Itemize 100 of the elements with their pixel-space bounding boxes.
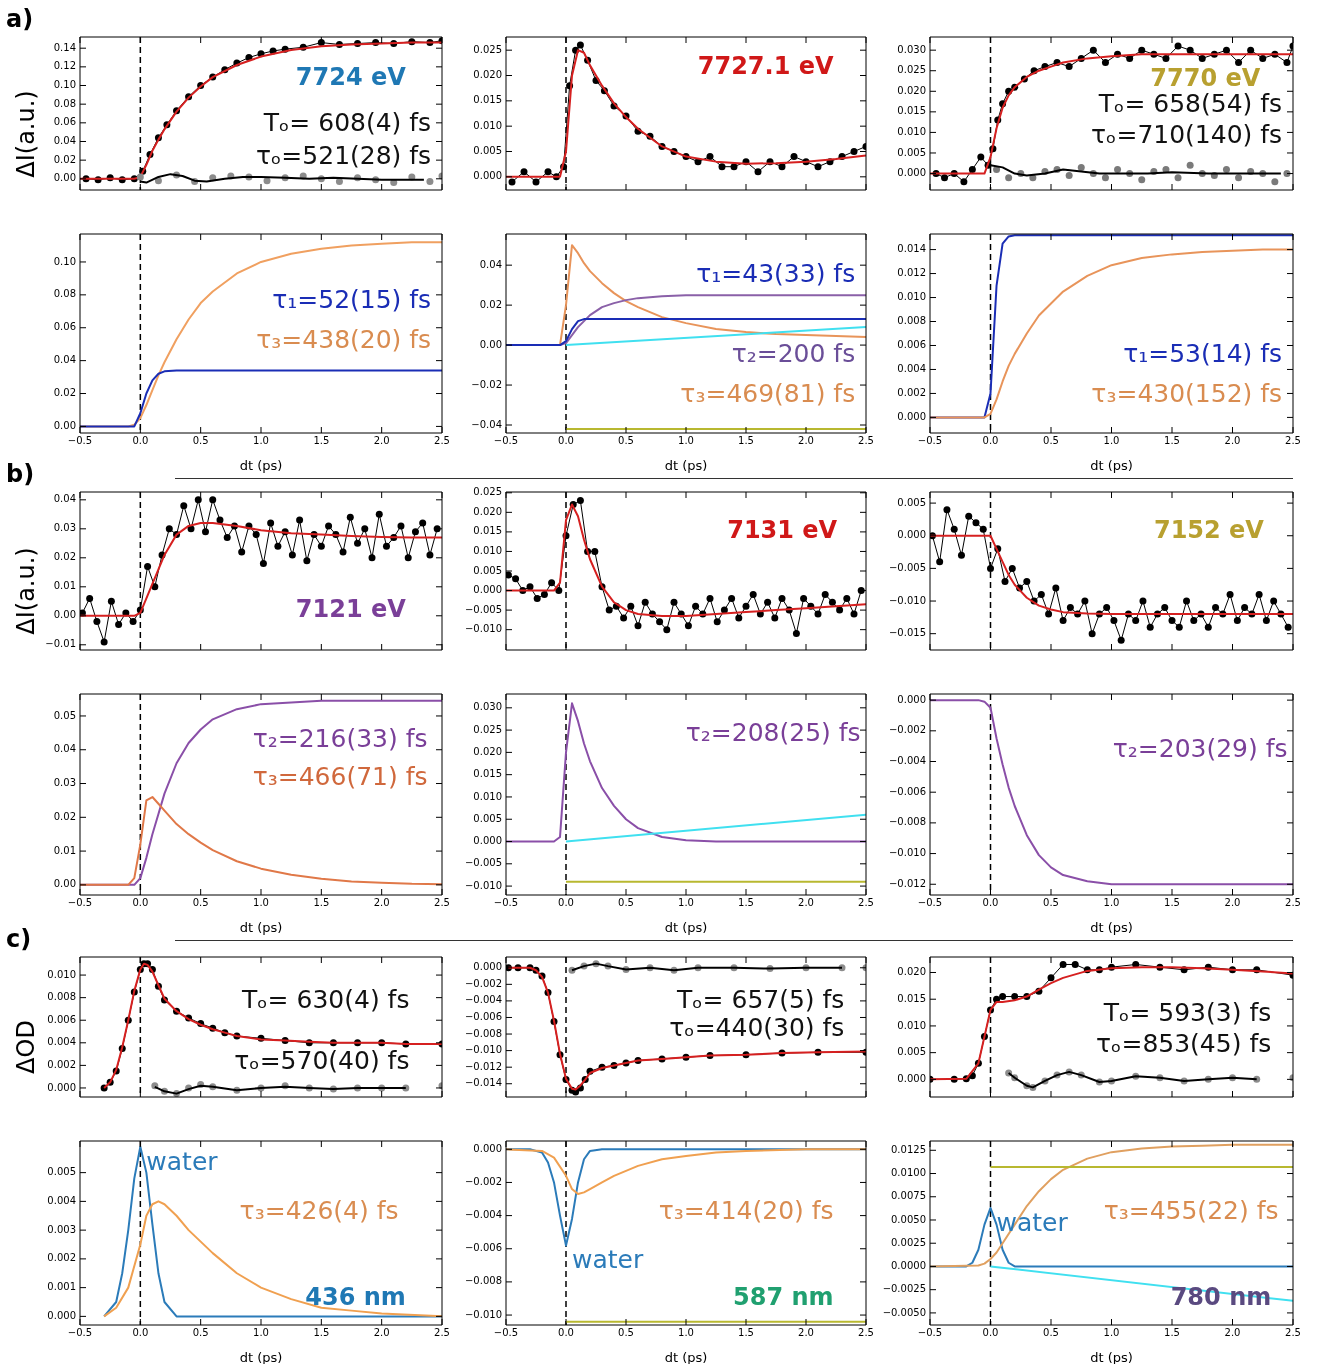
y-tick-label: 0.005 xyxy=(473,564,502,576)
y-tick-label: −0.005 xyxy=(888,561,926,573)
y-tick-label: 0.015 xyxy=(473,94,502,106)
x-tick-label: 2.5 xyxy=(434,1326,450,1338)
y-tick-label: −0.005 xyxy=(464,603,502,615)
x-axis-title: dt (ps) xyxy=(239,1349,283,1364)
y-tick-label: 0.025 xyxy=(473,723,502,735)
x-tick-label: −0.5 xyxy=(917,896,943,908)
series-label: water xyxy=(146,1146,219,1176)
y-tick-label: 0.08 xyxy=(53,288,76,300)
y-tick-label: 0.008 xyxy=(897,315,926,327)
y-tick-label: 0.04 xyxy=(53,743,76,755)
x-tick-label: 2.5 xyxy=(1285,1326,1301,1338)
x-tick-label: 2.0 xyxy=(798,896,814,908)
y-tick-label: −0.005 xyxy=(464,857,502,869)
y-tick-label: 0.005 xyxy=(473,812,502,824)
y-tick-label: −0.02 xyxy=(471,378,502,390)
x-axis-title: dt (ps) xyxy=(664,1349,708,1364)
y-tick-label: 0.00 xyxy=(53,878,76,890)
y-tick-label: 0.03 xyxy=(53,522,76,534)
y-tick-label: −0.012 xyxy=(888,877,926,889)
x-tick-label: 2.0 xyxy=(798,1326,814,1338)
x-tick-label: 2.5 xyxy=(1285,896,1301,908)
y-tick-label: 0.02 xyxy=(53,153,76,165)
y-tick-label: 0.010 xyxy=(473,790,502,802)
annotation: τ₁=53(14) fs xyxy=(1123,338,1283,368)
x-tick-label: −0.5 xyxy=(493,1326,519,1338)
annotation: τ₁=43(33) fs xyxy=(696,259,856,289)
y-tick-label: 0.04 xyxy=(53,493,76,505)
y-tick-label: 0.03 xyxy=(53,777,76,789)
y-tick-label: 0.0125 xyxy=(891,1143,926,1155)
annotation: τₒ=521(28) fs xyxy=(255,141,432,171)
annotation: 7121 eV xyxy=(295,594,407,623)
y-tick-label: 0.014 xyxy=(897,243,926,255)
x-tick-label: 2.0 xyxy=(373,1326,390,1338)
annotation: τ₃=426(4) fs xyxy=(239,1196,399,1226)
annotation: τ₁=52(15) fs xyxy=(272,285,432,315)
y-tick-label: 0.04 xyxy=(479,258,502,270)
y-tick-label: −0.010 xyxy=(464,1308,502,1320)
x-axis-title: dt (ps) xyxy=(664,457,708,473)
y-tick-label: 0.000 xyxy=(897,411,926,423)
y-tick-label: −0.008 xyxy=(888,816,926,828)
y-tick-label: 0.01 xyxy=(53,844,76,856)
y-tick-label: 0.003 xyxy=(47,1223,76,1235)
chart-title: a) xyxy=(6,5,34,33)
y-tick-label: 0.012 xyxy=(897,267,926,279)
y-tick-label: 0.05 xyxy=(53,709,76,721)
annotation: 7724 eV xyxy=(295,62,407,91)
x-tick-label: 1.0 xyxy=(253,434,269,446)
x-tick-label: 1.0 xyxy=(253,896,269,908)
y-tick-label: 0.0025 xyxy=(891,1236,926,1248)
y-tick-label: −0.010 xyxy=(464,879,502,891)
x-tick-label: 2.5 xyxy=(858,434,874,446)
y-tick-label: 0.000 xyxy=(473,961,502,973)
y-tick-label: 0.020 xyxy=(473,745,502,757)
x-tick-label: 2.0 xyxy=(373,896,390,908)
y-axis-title: ΔI(a.u.) xyxy=(12,89,40,178)
y-tick-label: 0.015 xyxy=(897,105,926,117)
x-tick-label: 0.0 xyxy=(132,434,149,446)
y-tick-label: 0.010 xyxy=(47,968,76,980)
y-tick-label: −0.014 xyxy=(464,1077,502,1089)
y-tick-label: −0.012 xyxy=(464,1060,502,1072)
y-tick-label: −0.010 xyxy=(888,594,926,606)
x-tick-label: 2.5 xyxy=(434,434,450,446)
annotation: τ₃=438(20) fs xyxy=(256,324,432,354)
x-tick-label: −0.5 xyxy=(67,896,93,908)
annotation: 7727.1 eV xyxy=(697,51,835,80)
annotation: τₒ=570(40) fs xyxy=(234,1045,410,1075)
x-tick-label: 1.0 xyxy=(1103,434,1120,446)
x-tick-label: 2.0 xyxy=(1224,896,1241,908)
y-tick-label: 0.005 xyxy=(897,496,926,508)
annotation: τ₂=203(29) fs xyxy=(1112,733,1288,763)
annotation: τₒ=440(30) fs xyxy=(669,1013,845,1043)
annotation: τ₂=216(33) fs xyxy=(252,723,428,753)
x-tick-label: 0.0 xyxy=(982,896,999,908)
y-tick-label: −0.002 xyxy=(888,724,926,736)
y-tick-label: −0.006 xyxy=(888,785,926,797)
annotation: τ₃=455(22) fs xyxy=(1103,1196,1279,1226)
annotation: Tₒ= 657(5) fs xyxy=(675,985,845,1015)
y-tick-label: 0.002 xyxy=(47,1252,76,1264)
y-tick-label: 0.0100 xyxy=(891,1167,926,1179)
x-tick-label: 0.5 xyxy=(618,434,634,446)
y-tick-label: −0.002 xyxy=(464,1176,502,1188)
y-tick-label: −0.010 xyxy=(888,847,926,859)
x-tick-label: 1.0 xyxy=(1103,1326,1120,1338)
y-tick-label: −0.008 xyxy=(464,1275,502,1287)
annotation: τ₃=414(20) fs xyxy=(658,1196,834,1226)
x-tick-label: 1.5 xyxy=(1164,434,1180,446)
y-tick-label: 0.010 xyxy=(897,1019,926,1031)
y-tick-label: 0.025 xyxy=(473,43,502,55)
y-tick-label: −0.015 xyxy=(888,627,926,639)
y-tick-label: 0.020 xyxy=(897,966,926,978)
y-tick-label: 0.006 xyxy=(897,339,926,351)
annotation: 7152 eV xyxy=(1153,515,1265,544)
x-axis-title: dt (ps) xyxy=(239,457,283,473)
y-tick-label: −0.0025 xyxy=(882,1283,926,1295)
y-tick-label: 0.005 xyxy=(473,145,502,157)
y-tick-label: 0.08 xyxy=(53,97,76,109)
y-tick-label: −0.002 xyxy=(464,977,502,989)
x-tick-label: −0.5 xyxy=(493,434,519,446)
